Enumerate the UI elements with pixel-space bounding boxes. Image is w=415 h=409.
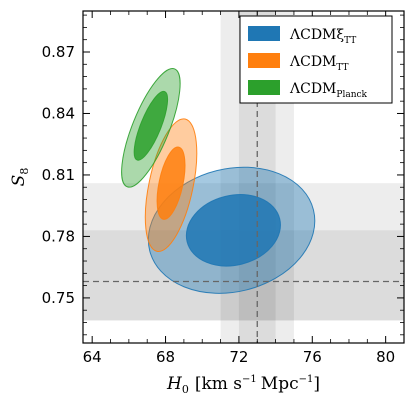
- axes-frame: [82, 10, 405, 344]
- y-tick-label: 0.81: [42, 166, 75, 184]
- legend-swatch: [248, 26, 280, 41]
- legend-swatch: [248, 53, 280, 68]
- x-tick-label: 80: [376, 348, 395, 366]
- y-tick-label: 0.84: [42, 104, 75, 122]
- legend-swatch: [248, 80, 280, 95]
- legend: ΛCDMξTT ΛCDMTT ΛCDMPlanck: [239, 15, 393, 104]
- x-tick-label: 76: [303, 348, 322, 366]
- y-tick-label: 0.78: [42, 227, 75, 245]
- contour-1-1sigma: [156, 146, 186, 220]
- x-tick-label: 68: [156, 348, 175, 366]
- contour-2-1sigma: [133, 90, 169, 161]
- x-tick-label: 72: [229, 348, 248, 366]
- legend-label: ΛCDMξTT: [289, 27, 356, 46]
- x-tick-label: 64: [83, 348, 102, 366]
- y-tick-label: 0.75: [42, 289, 75, 307]
- legend-label: ΛCDMPlanck: [289, 81, 368, 100]
- x-tick-labels: 64 68 72 76 80: [83, 348, 396, 366]
- axes-border: [82, 10, 405, 344]
- y-axis-label: S8: [9, 168, 31, 187]
- x-axis-label: H0 [km s−1 Mpc−1]: [166, 374, 320, 396]
- y-tick-labels: 0.75 0.78 0.81 0.84 0.87: [42, 43, 75, 307]
- legend-label: ΛCDMTT: [289, 54, 349, 73]
- y-tick-label: 0.87: [42, 43, 75, 61]
